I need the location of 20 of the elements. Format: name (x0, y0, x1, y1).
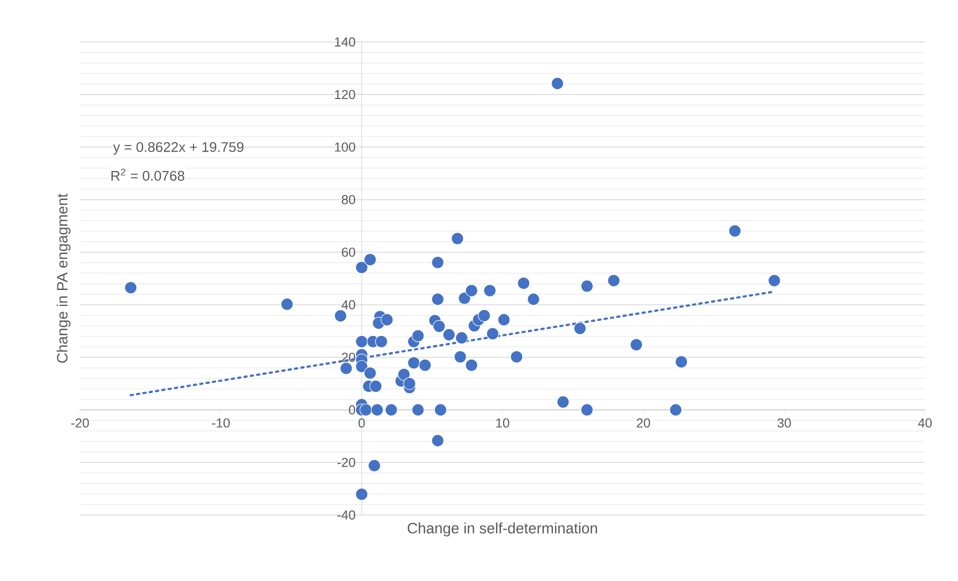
x-tick-label: 40 (918, 418, 932, 428)
annotation: y = 0.8622x + 19.759 (113, 142, 244, 155)
y-axis-title: Change in PA engagment (56, 194, 70, 363)
x-tick-label: 10 (496, 418, 510, 428)
x-tick-label: 30 (777, 418, 791, 428)
x-axis-title: Change in self-determination (408, 522, 598, 536)
y-tick-label: 80 (342, 195, 356, 204)
y-tick-label: 40 (342, 300, 356, 310)
y-tick-label: -40 (338, 510, 356, 520)
y-tick-label: 120 (335, 90, 356, 100)
y-tick-label: -20 (338, 458, 356, 468)
x-tick-label: -10 (212, 418, 230, 428)
y-tick-label: 60 (342, 248, 356, 257)
y-tick-label: 0 (348, 405, 356, 414)
y-tick-label: 100 (335, 142, 356, 152)
x-tick-label: -20 (71, 418, 89, 428)
y-tick-label: 140 (335, 37, 356, 47)
x-tick-label: 0 (358, 418, 365, 428)
annotation: R$^{2}$ = 0.0768 (111, 168, 184, 181)
x-tick-label: 20 (636, 418, 650, 428)
